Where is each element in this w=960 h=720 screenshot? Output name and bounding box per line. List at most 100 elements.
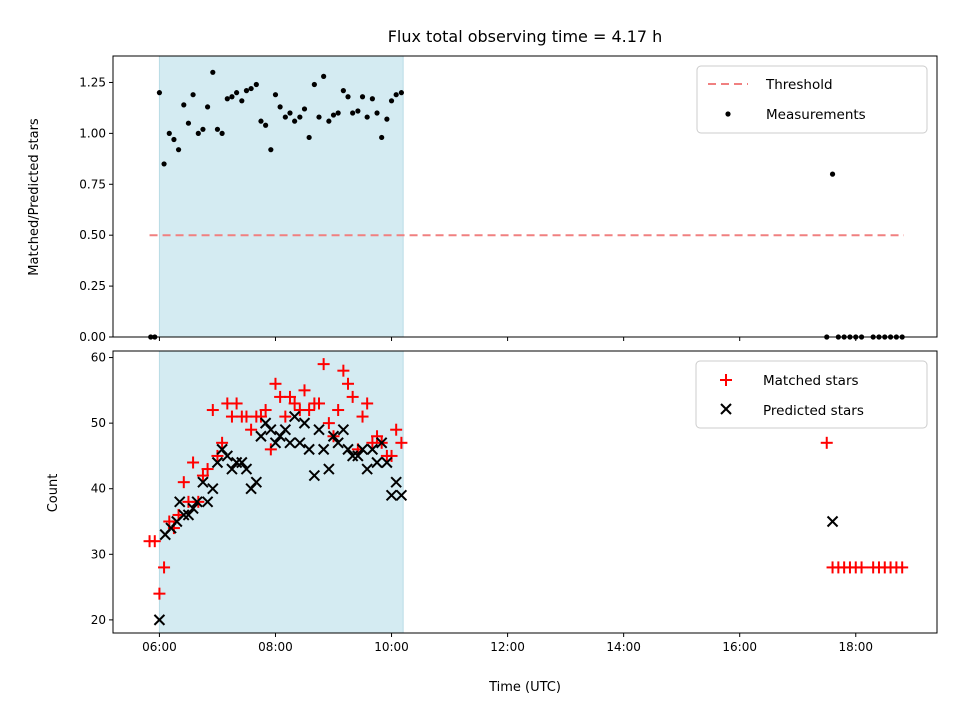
predicted-point xyxy=(211,456,224,469)
series-predicted-stars xyxy=(153,410,839,626)
y-tick-label: 0.00 xyxy=(79,330,106,344)
predicted-point xyxy=(288,410,301,423)
measurement-point xyxy=(355,108,361,114)
matched-point xyxy=(855,561,868,574)
predicted-point xyxy=(178,509,190,521)
predicted-point xyxy=(361,463,373,475)
predicted-point xyxy=(236,456,248,469)
legend-measurements-label: Measurements xyxy=(766,107,866,123)
measurement-point xyxy=(258,118,264,124)
y-tick-label: 20 xyxy=(91,613,106,627)
x-tick-label: 10:00 xyxy=(374,640,409,654)
measurement-point xyxy=(214,126,221,132)
measurement-point xyxy=(301,106,308,112)
predicted-point xyxy=(390,476,402,488)
matched-point xyxy=(820,436,833,449)
x-tick-label: 12:00 xyxy=(490,640,525,654)
count-plot-frame xyxy=(112,350,938,634)
predicted-point xyxy=(153,614,166,626)
matched-point xyxy=(332,404,345,417)
predicted-point xyxy=(323,463,335,475)
measurement-point xyxy=(374,110,380,116)
matched-point xyxy=(177,476,190,489)
predicted-point xyxy=(332,437,344,449)
matched-point xyxy=(322,417,335,430)
matched-point xyxy=(356,410,369,423)
predicted-point xyxy=(255,430,267,442)
matched-point xyxy=(201,463,214,476)
legend-measurements-swatch xyxy=(725,111,731,117)
legend-predicted-swatch xyxy=(720,403,732,415)
legend-matched-label: Matched stars xyxy=(763,373,859,389)
predicted-point xyxy=(207,483,219,495)
measurement-point xyxy=(384,116,390,122)
matched-point xyxy=(896,561,909,574)
matched-point xyxy=(158,561,171,574)
series-measurements xyxy=(148,69,905,340)
measurement-point xyxy=(316,114,322,120)
measurement-point xyxy=(345,94,351,100)
predicted-point xyxy=(250,476,263,488)
predicted-point xyxy=(371,456,383,469)
legend-matched-swatch xyxy=(720,374,732,386)
matched-point xyxy=(269,377,282,390)
y-tick-label: 50 xyxy=(91,416,106,430)
predicted-point xyxy=(327,430,340,442)
measurement-point xyxy=(292,118,298,124)
measurement-point xyxy=(350,110,356,116)
matched-point xyxy=(342,377,355,390)
measurement-point xyxy=(200,126,206,132)
predicted-point xyxy=(294,437,306,449)
predicted-point xyxy=(187,502,199,515)
predicted-point xyxy=(298,417,311,429)
matched-point xyxy=(216,436,229,449)
measurement-point xyxy=(306,134,312,141)
y-tick-label: 40 xyxy=(91,482,106,496)
legend-ratio-panel: Threshold Measurements xyxy=(696,65,928,134)
matched-point xyxy=(390,423,403,436)
y-tick-label: 60 xyxy=(91,351,106,365)
matched-point xyxy=(254,410,267,423)
y-tick-label: 0.75 xyxy=(79,177,106,191)
measurement-point xyxy=(388,98,395,104)
x-tick-label: 08:00 xyxy=(258,640,293,654)
predicted-point xyxy=(221,450,234,462)
count-panel: 20 30 40 50 60 06:00 08:00 10:00 12:00 14:00 16:00… xyxy=(91,350,938,654)
matched-point xyxy=(303,404,316,417)
ratio-panel: 0.00 0.25 0.50 0.75 1.00 1.25 xyxy=(79,55,938,344)
predicted-point xyxy=(182,509,195,521)
matched-point xyxy=(317,358,330,371)
predicted-point xyxy=(366,443,379,456)
legend-predicted-label: Predicted stars xyxy=(763,403,864,419)
predicted-point xyxy=(279,423,292,436)
predicted-point xyxy=(317,443,330,456)
y-tick-label: 30 xyxy=(91,547,106,561)
matched-point xyxy=(337,364,350,377)
matched-point xyxy=(346,390,359,403)
y-tick-label: 1.00 xyxy=(79,126,106,140)
predicted-point xyxy=(240,463,253,475)
measurement-point xyxy=(335,110,341,116)
measurement-point xyxy=(190,92,196,98)
measurement-point xyxy=(171,136,177,143)
measurement-point xyxy=(272,92,279,98)
measurement-point xyxy=(297,114,303,120)
matched-point xyxy=(196,469,209,482)
y-tick-label: 0.25 xyxy=(79,279,106,293)
matched-point xyxy=(298,384,311,397)
matched-point xyxy=(361,397,374,410)
measurement-point xyxy=(248,85,254,92)
matched-point xyxy=(245,423,258,436)
predicted-point xyxy=(313,423,325,436)
measurement-point xyxy=(156,90,163,96)
measurement-point xyxy=(287,110,293,116)
predicted-point xyxy=(201,496,214,508)
predicted-point xyxy=(385,489,398,501)
predicted-point xyxy=(230,456,243,469)
matched-point xyxy=(264,443,277,456)
predicted-point xyxy=(342,443,354,456)
measurement-point xyxy=(185,120,192,126)
predicted-point xyxy=(337,423,350,436)
measurement-point xyxy=(234,90,240,96)
